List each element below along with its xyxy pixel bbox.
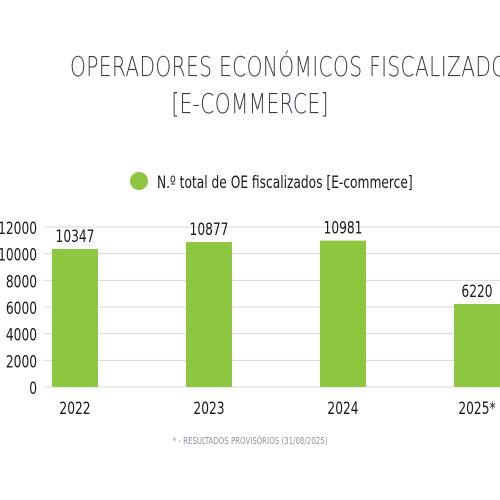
y-tick-label: 12000 [0, 219, 37, 239]
legend-label: N.º total de OE fiscalizados [E-commerce… [157, 173, 413, 193]
bar [52, 249, 98, 387]
y-tick-label: 8000 [6, 272, 37, 292]
x-tick-label: 2024 [327, 399, 358, 419]
chart-title-line-2: [E-COMMERCE] [171, 87, 329, 120]
legend-swatch [130, 172, 148, 190]
data-label: 10877 [190, 220, 229, 240]
x-tick-label: 2022 [59, 399, 90, 419]
footnote: * - RESULTADOS PROVISÓRIOS (31/08/2025) [172, 436, 328, 447]
y-tick-label: 6000 [6, 299, 37, 319]
x-tick-label: 2025* [458, 399, 495, 419]
y-tick-label: 10000 [0, 246, 37, 266]
bar [186, 241, 232, 387]
data-label: 6220 [461, 282, 492, 302]
bar [454, 304, 500, 387]
data-label: 10347 [56, 227, 95, 247]
chart-title: OPERADORES ECONÓMICOS FISCALIZADOS [E-CO… [70, 48, 500, 122]
y-tick-label: 4000 [6, 326, 37, 346]
y-tick-label: 2000 [6, 352, 37, 372]
chart-title-line-1: OPERADORES ECONÓMICOS FISCALIZADOS [70, 50, 500, 83]
y-tick-label: 0 [29, 379, 37, 399]
data-label: 10981 [324, 219, 363, 239]
x-tick-label: 2023 [193, 399, 224, 419]
bar [320, 240, 366, 387]
